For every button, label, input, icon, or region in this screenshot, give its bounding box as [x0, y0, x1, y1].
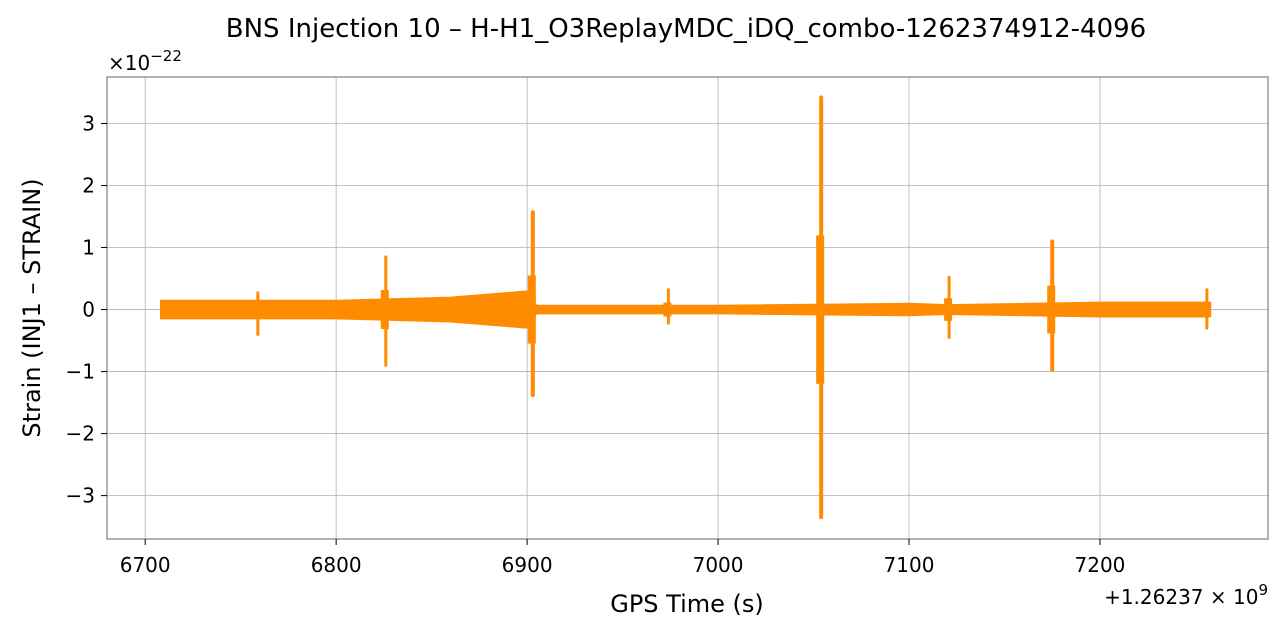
strain-spike-core [1201, 302, 1210, 317]
strain-spike-core [1047, 285, 1056, 334]
strain-spike-core [944, 298, 953, 321]
y-scale-exponent: −22 [150, 47, 182, 65]
strain-spike-core [527, 275, 536, 344]
y-axis-label: Strain (INJ1 – STRAIN) [18, 178, 46, 437]
y-axis: −3 −2 −1 0 1 2 3 [66, 112, 107, 508]
strain-spike-core [380, 290, 389, 330]
chart-title: BNS Injection 10 – H-H1_O3ReplayMDC_iDQ_… [226, 14, 1146, 44]
x-offset-text: +1.26237 × 109 [1104, 581, 1268, 609]
y-tick-label: 2 [82, 174, 95, 198]
y-tick-label: 0 [82, 298, 95, 322]
y-scale-base: ×10 [108, 51, 150, 75]
series-layer [160, 95, 1212, 520]
x-offset-exponent: 9 [1258, 581, 1268, 599]
y-tick-label: −1 [66, 360, 95, 384]
x-tick-label: 6800 [311, 553, 362, 577]
y-tick-label: 1 [82, 236, 95, 260]
x-axis: 6700 6800 6900 7000 7100 7200 [120, 539, 1126, 577]
strain-spike-core [816, 235, 825, 384]
y-tick-label: −3 [66, 484, 95, 508]
plot-frame [106, 76, 1269, 540]
y-scale-factor: ×10−22 [108, 47, 182, 75]
x-tick-label: 6700 [120, 553, 171, 577]
x-tick-label: 7000 [693, 553, 744, 577]
x-tick-label: 7100 [884, 553, 935, 577]
strain-spike-core [663, 302, 672, 317]
x-tick-label: 7200 [1075, 553, 1126, 577]
x-tick-label: 6900 [502, 553, 553, 577]
strain-spike-core [252, 300, 261, 319]
x-axis-label: GPS Time (s) [610, 590, 764, 618]
x-offset-base: +1.26237 × 10 [1104, 585, 1258, 609]
y-tick-label: −2 [66, 422, 95, 446]
y-tick-label: 3 [82, 112, 95, 136]
